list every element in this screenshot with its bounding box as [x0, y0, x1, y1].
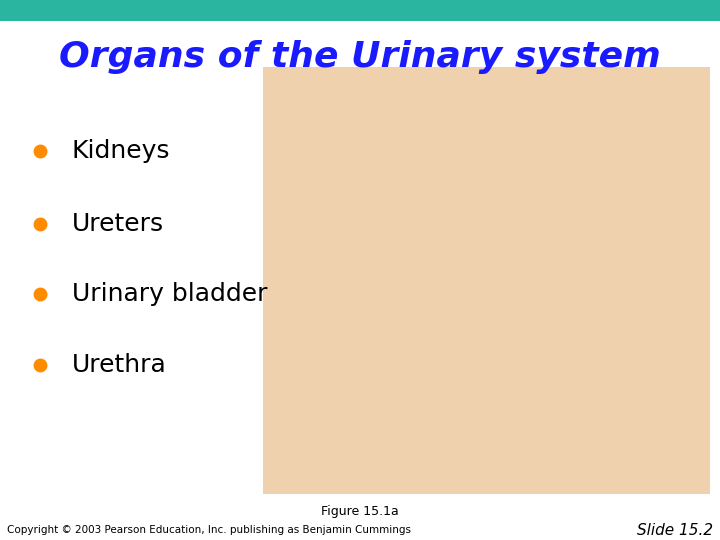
Text: Copyright © 2003 Pearson Education, Inc. publishing as Benjamin Cummings: Copyright © 2003 Pearson Education, Inc.…: [7, 525, 411, 535]
Text: Urethra: Urethra: [72, 353, 167, 376]
Text: Ureters: Ureters: [72, 212, 164, 236]
Text: Organs of the Urinary system: Organs of the Urinary system: [59, 40, 661, 73]
Text: Kidneys: Kidneys: [72, 139, 171, 163]
Text: Slide 15.2: Slide 15.2: [636, 523, 713, 538]
Bar: [263, 68, 709, 494]
Text: Figure 15.1a: Figure 15.1a: [321, 505, 399, 518]
Bar: [0, 0, 720, 21]
Text: Urinary bladder: Urinary bladder: [72, 282, 268, 306]
